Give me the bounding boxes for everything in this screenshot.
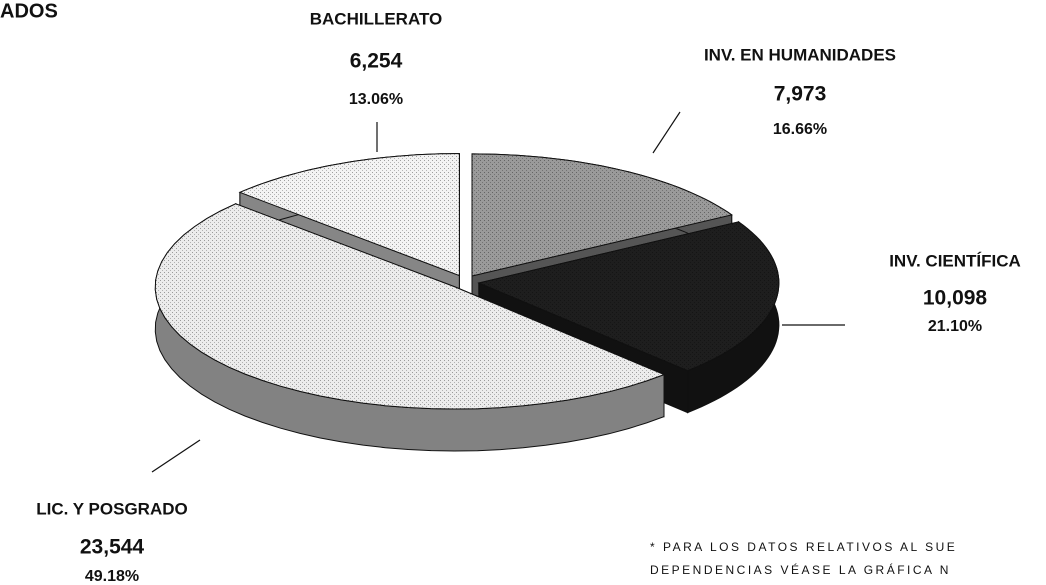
percent-label: 49.18% (85, 568, 139, 585)
footnote: DEPENDENCIAS VÉASE LA GRÁFICA N (650, 562, 951, 577)
slice-texture (478, 221, 779, 371)
slice-texture (471, 153, 732, 276)
leader-line (652, 111, 681, 154)
slice-texture (155, 203, 665, 409)
leader-line (151, 439, 201, 473)
percent-label: 13.06% (349, 91, 403, 108)
value-label: 10,098 (923, 287, 988, 310)
value-label: 23,544 (80, 536, 145, 559)
percent-label: 21.10% (928, 318, 982, 335)
slice-label: INV. EN HUMANIDADES (704, 45, 896, 64)
slice-label: LIC. Y POSGRADO (36, 499, 187, 518)
slice-label: INV. CIENTÍFICA (889, 251, 1021, 270)
chart-title: ADOS (0, 0, 58, 22)
slice-label: BACHILLERATO (310, 9, 443, 28)
percent-label: 16.66% (773, 121, 827, 138)
value-label: 6,254 (350, 50, 403, 73)
value-label: 7,973 (774, 83, 827, 106)
footnote: * PARA LOS DATOS RELATIVOS AL SUE (650, 540, 957, 554)
slice-texture (239, 153, 460, 276)
